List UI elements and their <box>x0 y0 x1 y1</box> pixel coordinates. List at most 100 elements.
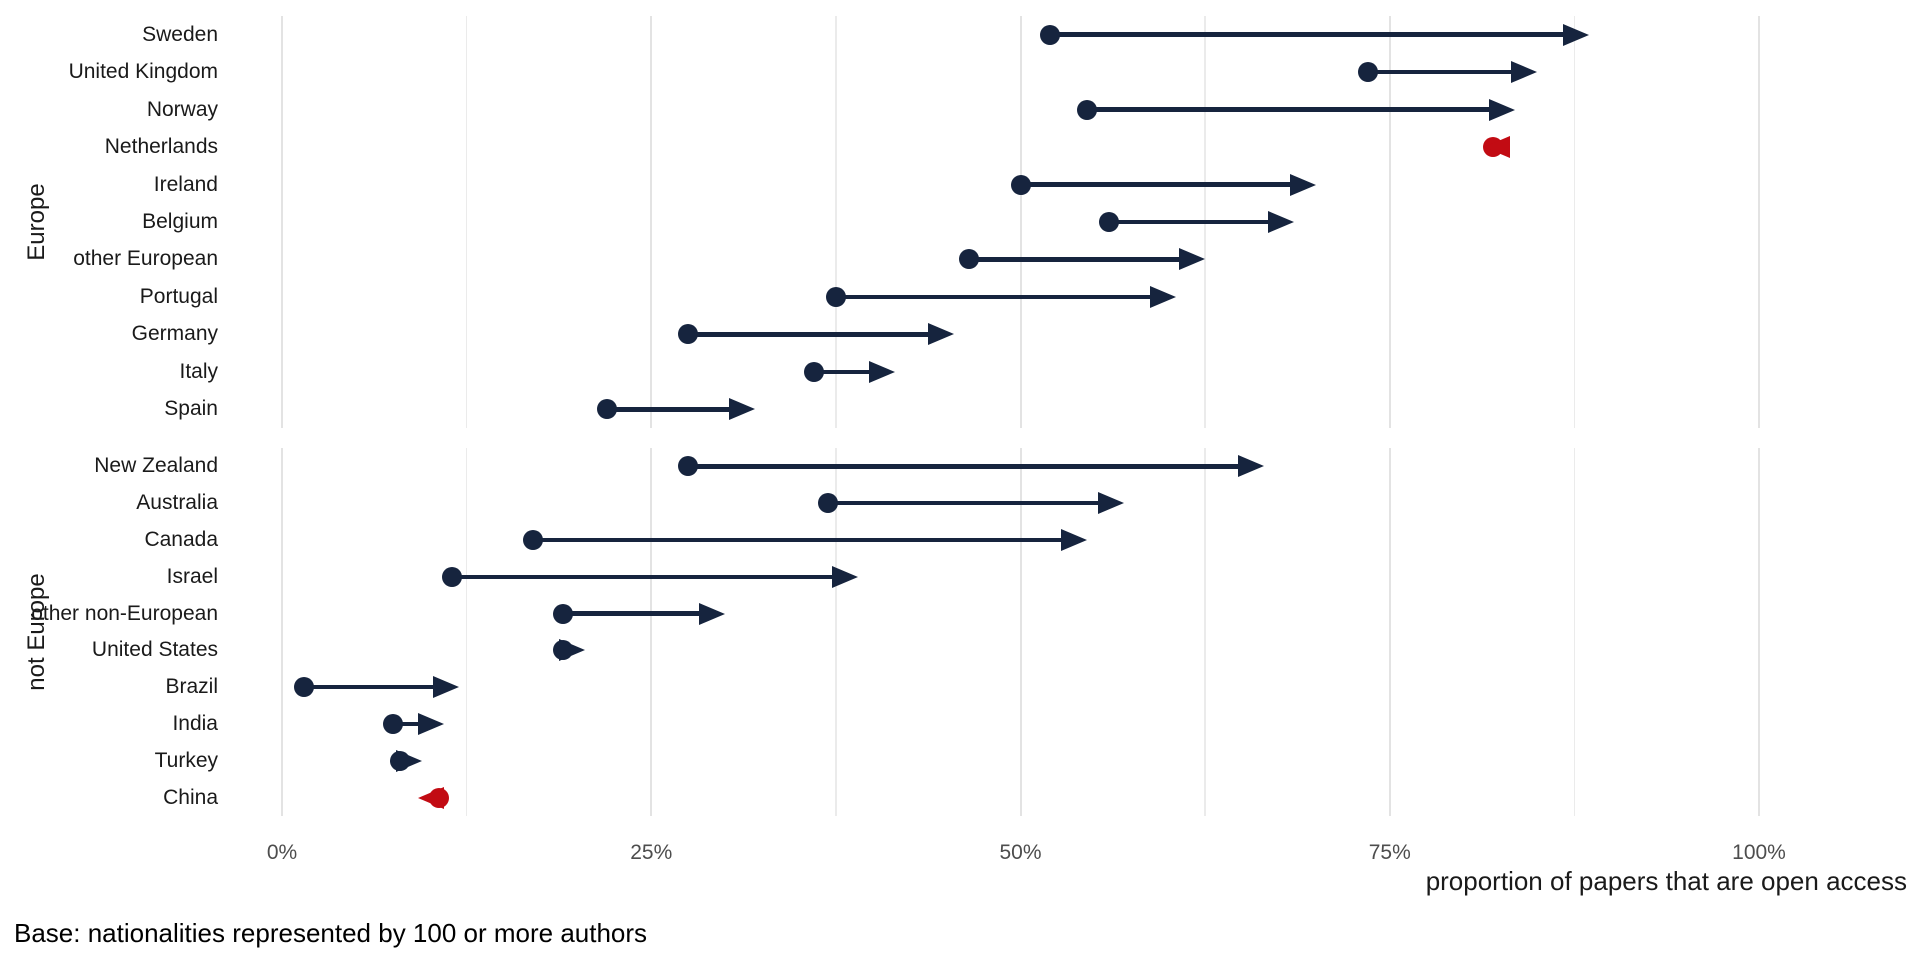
x-tick-label: 25% <box>630 841 673 864</box>
gridline-major <box>1019 16 1022 428</box>
arrowhead-icon <box>1511 61 1538 84</box>
start-dot <box>1040 24 1061 45</box>
gridline-major <box>650 16 653 428</box>
start-dot <box>552 603 573 624</box>
connector-line <box>451 574 841 580</box>
connector-line <box>1109 219 1276 225</box>
country-labels-not-europe: New Zealand Australia Canada Israel other no… <box>0 448 222 816</box>
country-label: Italy <box>179 359 218 383</box>
gridline-major <box>281 16 283 428</box>
arrowhead-icon <box>1060 529 1087 551</box>
connector-line <box>835 294 1158 300</box>
country-label: other non-European <box>31 601 218 625</box>
country-label: Portugal <box>139 284 218 308</box>
x-tick-label: 100% <box>1732 841 1786 864</box>
gridline-minor <box>835 16 837 428</box>
start-dot <box>958 249 979 270</box>
country-label: Brazil <box>165 675 218 699</box>
country-label: India <box>172 712 218 735</box>
country-label: Australia <box>136 491 218 515</box>
gridline-major <box>1758 448 1760 816</box>
connector-line <box>1367 69 1520 75</box>
arrowhead-icon <box>433 676 460 699</box>
gridline-major <box>281 448 283 816</box>
start-dot <box>441 566 462 587</box>
arrowhead-icon <box>928 323 955 346</box>
country-labels-europe: Sweden United Kingdom Norway Netherlands Ire… <box>0 16 222 428</box>
start-dot <box>523 530 544 550</box>
arrowhead-icon <box>699 602 726 625</box>
arrowhead-icon <box>1267 211 1294 233</box>
arrowhead-icon <box>1563 23 1590 46</box>
arrowhead-icon <box>832 565 859 588</box>
country-label: Spain <box>164 397 218 421</box>
chart-caption: Base: nationalities represented by 100 o… <box>14 918 648 948</box>
start-dot <box>382 714 403 734</box>
country-label: China <box>163 785 218 809</box>
connector-line <box>813 369 877 375</box>
arrowhead-icon <box>1289 173 1316 196</box>
facet-panel-not-europe <box>228 448 1912 816</box>
arrowhead-icon <box>1489 98 1516 121</box>
start-dot <box>1357 62 1378 83</box>
country-label: Norway <box>146 97 218 121</box>
facet-europe: Europe Sweden United Kingdom Norway Netherl… <box>0 16 1920 428</box>
x-tick-label: 50% <box>999 841 1042 864</box>
arrowhead-icon <box>1149 285 1176 308</box>
country-label: United States <box>91 638 218 662</box>
connector-line <box>828 500 1106 506</box>
arrowhead-icon <box>418 713 445 735</box>
start-dot <box>803 361 824 382</box>
arrowhead-icon <box>1179 248 1206 271</box>
gridline-minor <box>1204 448 1206 816</box>
connector-line <box>1020 182 1298 187</box>
country-label: Netherlands <box>104 135 218 159</box>
country-label: Canada <box>144 528 218 551</box>
country-label: Turkey <box>154 748 218 772</box>
connector-line <box>304 684 442 690</box>
facet-not-europe: not Europe New Zealand Australia Canada Isr… <box>0 448 1920 816</box>
x-tick-label: 75% <box>1368 841 1411 864</box>
start-dot <box>294 677 315 698</box>
gridline-minor <box>465 448 468 816</box>
start-dot <box>1076 99 1097 120</box>
connector-line <box>606 407 737 412</box>
connector-line <box>1050 32 1572 37</box>
arrowhead-icon <box>1238 455 1265 478</box>
x-axis-title: proportion of papers that are open acces… <box>1425 866 1907 896</box>
gridline-minor <box>835 448 837 816</box>
gridline-major <box>650 448 653 816</box>
start-dot <box>596 399 617 420</box>
country-label: Germany <box>131 322 218 346</box>
start-dot <box>678 324 699 345</box>
gridline-minor <box>1573 16 1576 428</box>
facet-panel-europe <box>228 16 1912 428</box>
connector-line <box>562 611 708 616</box>
arrowhead-icon <box>1484 136 1511 159</box>
country-label: other European <box>73 247 218 271</box>
arrowhead-icon <box>417 786 444 809</box>
gridline-major <box>1388 16 1391 428</box>
gridline-minor <box>1573 448 1576 816</box>
country-label: Sweden <box>142 22 218 46</box>
start-dot <box>1099 212 1120 232</box>
start-dot <box>678 456 699 477</box>
country-label: Israel <box>166 564 218 588</box>
arrowhead-icon <box>868 360 895 383</box>
gridline-minor <box>465 16 468 428</box>
start-dot <box>825 286 846 307</box>
arrowhead-icon <box>728 398 755 421</box>
connector-line <box>688 332 937 337</box>
connector-line <box>392 721 427 727</box>
x-tick-label: 0% <box>266 841 298 864</box>
arrowhead-icon <box>1097 492 1124 515</box>
x-axis: 0% 25% 50% 75% 100% <box>228 840 1912 868</box>
start-dot <box>1010 174 1031 195</box>
country-label: New Zealand <box>94 454 218 478</box>
arrowhead-icon <box>396 749 423 772</box>
connector-line <box>533 537 1069 543</box>
country-label: United Kingdom <box>68 60 218 84</box>
country-label: Belgium <box>142 210 218 233</box>
gridline-major <box>1388 448 1391 816</box>
